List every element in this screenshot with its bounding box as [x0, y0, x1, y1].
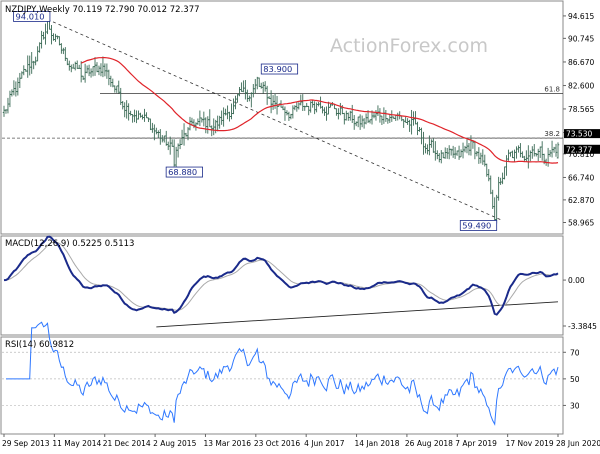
x-tick-label: 14 Jan 2018	[355, 439, 400, 448]
price-ytick-label: 90.745	[568, 34, 594, 43]
price-tag	[564, 144, 600, 154]
x-tick-label: 7 Apr 2019	[455, 439, 497, 448]
x-tick-label: 11 May 2014	[52, 439, 101, 448]
price-annotation: 59.490	[459, 220, 498, 231]
price-panel	[0, 0, 564, 235]
price-ytick-label: 70.810	[568, 150, 594, 159]
annotation-label: 83.900	[263, 64, 292, 74]
macd-layer	[3, 235, 559, 328]
x-tick-label: 29 Sep 2013	[2, 439, 50, 448]
macd-trendline	[156, 301, 559, 328]
x-tick-label: 23 Oct 2016	[254, 439, 301, 448]
annotation-box	[13, 11, 51, 22]
watermark: ActionForex.com	[330, 35, 488, 57]
price-tag	[564, 129, 600, 139]
rsi-line	[6, 321, 559, 426]
price-ytick-label: 78.565	[568, 105, 594, 114]
sma-line	[80, 57, 559, 164]
price-ytick-label: 62.870	[568, 196, 594, 205]
macd-ytick-label: 0.00	[568, 276, 585, 285]
rsi-ytick-label: 50	[570, 375, 580, 384]
x-tick-label: 28 Jun 2020	[556, 439, 600, 448]
macd-header: MACD(12,26,9) 0.5225 0.5113	[5, 239, 134, 249]
macd-signal-line	[4, 241, 559, 311]
price-ytick-label: 86.670	[568, 58, 594, 67]
rsi-panel	[0, 336, 564, 435]
price-tag-label: 73.530	[566, 130, 592, 139]
axis-layer: 94.61590.74586.67082.60078.56574.49570.8…	[2, 12, 600, 448]
price-tag-label: 72.377	[566, 145, 592, 154]
price-ytick-label: 58.965	[568, 219, 594, 228]
rsi-header: RSI(14) 60.9812	[5, 340, 74, 350]
price-header: NZDJPY,Weekly 70.119 72.790 70.012 72.37…	[5, 5, 200, 15]
ohlc-bar	[554, 143, 558, 157]
price-annotation: 83.900	[260, 63, 299, 75]
price-annotation: 68.880	[165, 166, 203, 178]
annotation-box	[165, 166, 203, 178]
trendline	[47, 19, 503, 221]
ohlc-bar	[556, 142, 560, 159]
annotation-box	[459, 220, 498, 231]
rsi-ytick-label: 30	[570, 401, 580, 410]
price-layer: 61.8 38.2 94.010 83.900 68.880 59.490	[2, 11, 563, 231]
x-tick-label: 21 Dec 2014	[103, 439, 151, 448]
fib-label: 38.2	[544, 130, 560, 138]
annotation-label: 59.490	[462, 220, 491, 230]
macd-line	[3, 235, 559, 316]
annotation-label: 94.010	[16, 11, 45, 21]
x-tick-label: 4 Jun 2017	[304, 439, 345, 448]
price-ytick-label: 82.600	[568, 82, 594, 91]
annotation-box	[260, 63, 299, 75]
price-annotation: 94.010	[13, 11, 51, 22]
x-tick-label: 17 Nov 2019	[506, 439, 554, 448]
macd-ytick-label: -3.3845	[568, 322, 597, 331]
x-tick-label: 26 Aug 2018	[405, 439, 453, 448]
rsi-ytick-label: 70	[570, 348, 580, 357]
price-ytick-label: 94.615	[568, 12, 594, 21]
price-ytick-label: 66.740	[568, 173, 594, 182]
macd-panel	[0, 235, 564, 336]
x-tick-label: 2 Aug 2015	[153, 439, 196, 448]
annotation-label: 68.880	[168, 167, 197, 177]
fib-label: 61.8	[544, 86, 560, 94]
x-tick-label: 13 Mar 2016	[203, 439, 251, 448]
rsi-layer	[2, 321, 563, 426]
